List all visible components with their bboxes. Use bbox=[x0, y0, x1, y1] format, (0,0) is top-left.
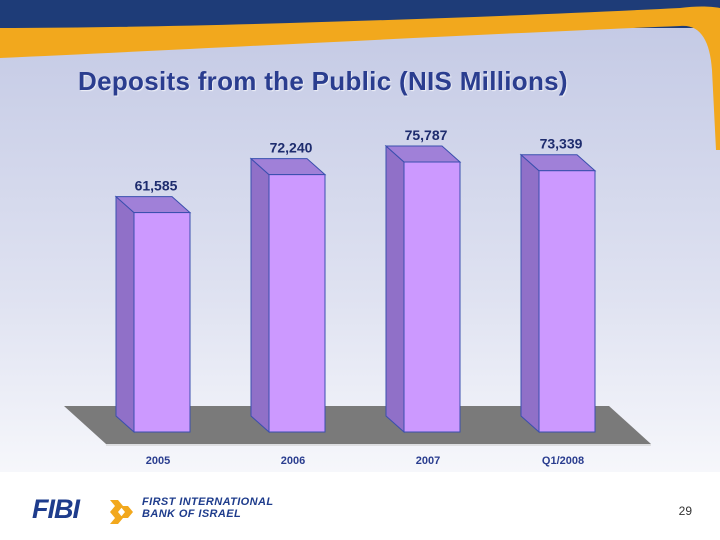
tick-label-q1-2008: Q1/2008 bbox=[542, 455, 584, 467]
chart-title: Deposits from the Public (NIS Millions) bbox=[78, 66, 568, 96]
fibi-logo bbox=[30, 492, 300, 528]
data-label-q1-2008: 73,339 bbox=[540, 136, 583, 152]
chart-floor bbox=[64, 406, 651, 444]
tick-label-2007: 2007 bbox=[416, 455, 440, 467]
tick-label-2006: 2006 bbox=[281, 455, 305, 467]
data-label-2005: 61,585 bbox=[135, 178, 178, 194]
data-label-2007: 75,787 bbox=[405, 127, 448, 143]
page-number: 29 bbox=[678, 504, 692, 518]
header-swoosh bbox=[0, 6, 720, 150]
logo-line-2: BANK OF ISRAEL bbox=[142, 508, 242, 520]
bar-2005 bbox=[133, 212, 191, 433]
bar-side-q1-2008 bbox=[520, 153, 540, 434]
logo-chevrons-icon bbox=[110, 500, 133, 524]
bar-q1-2008 bbox=[538, 170, 596, 433]
logo-line-1: FIRST INTERNATIONAL bbox=[142, 496, 274, 508]
bar-side-2005 bbox=[115, 195, 135, 434]
logo-brand: FIBI bbox=[32, 494, 80, 524]
bar-2007 bbox=[403, 161, 461, 433]
data-label-2006: 72,240 bbox=[270, 140, 313, 156]
tick-label-2005: 2005 bbox=[146, 455, 170, 467]
bar-2006 bbox=[268, 174, 326, 433]
bar-side-2007 bbox=[385, 144, 405, 434]
bar-side-2006 bbox=[250, 157, 270, 434]
bar-chart: 61,585 2005 72,240 2006 75,787 2007 73,339 Q1/2… bbox=[64, 127, 651, 467]
